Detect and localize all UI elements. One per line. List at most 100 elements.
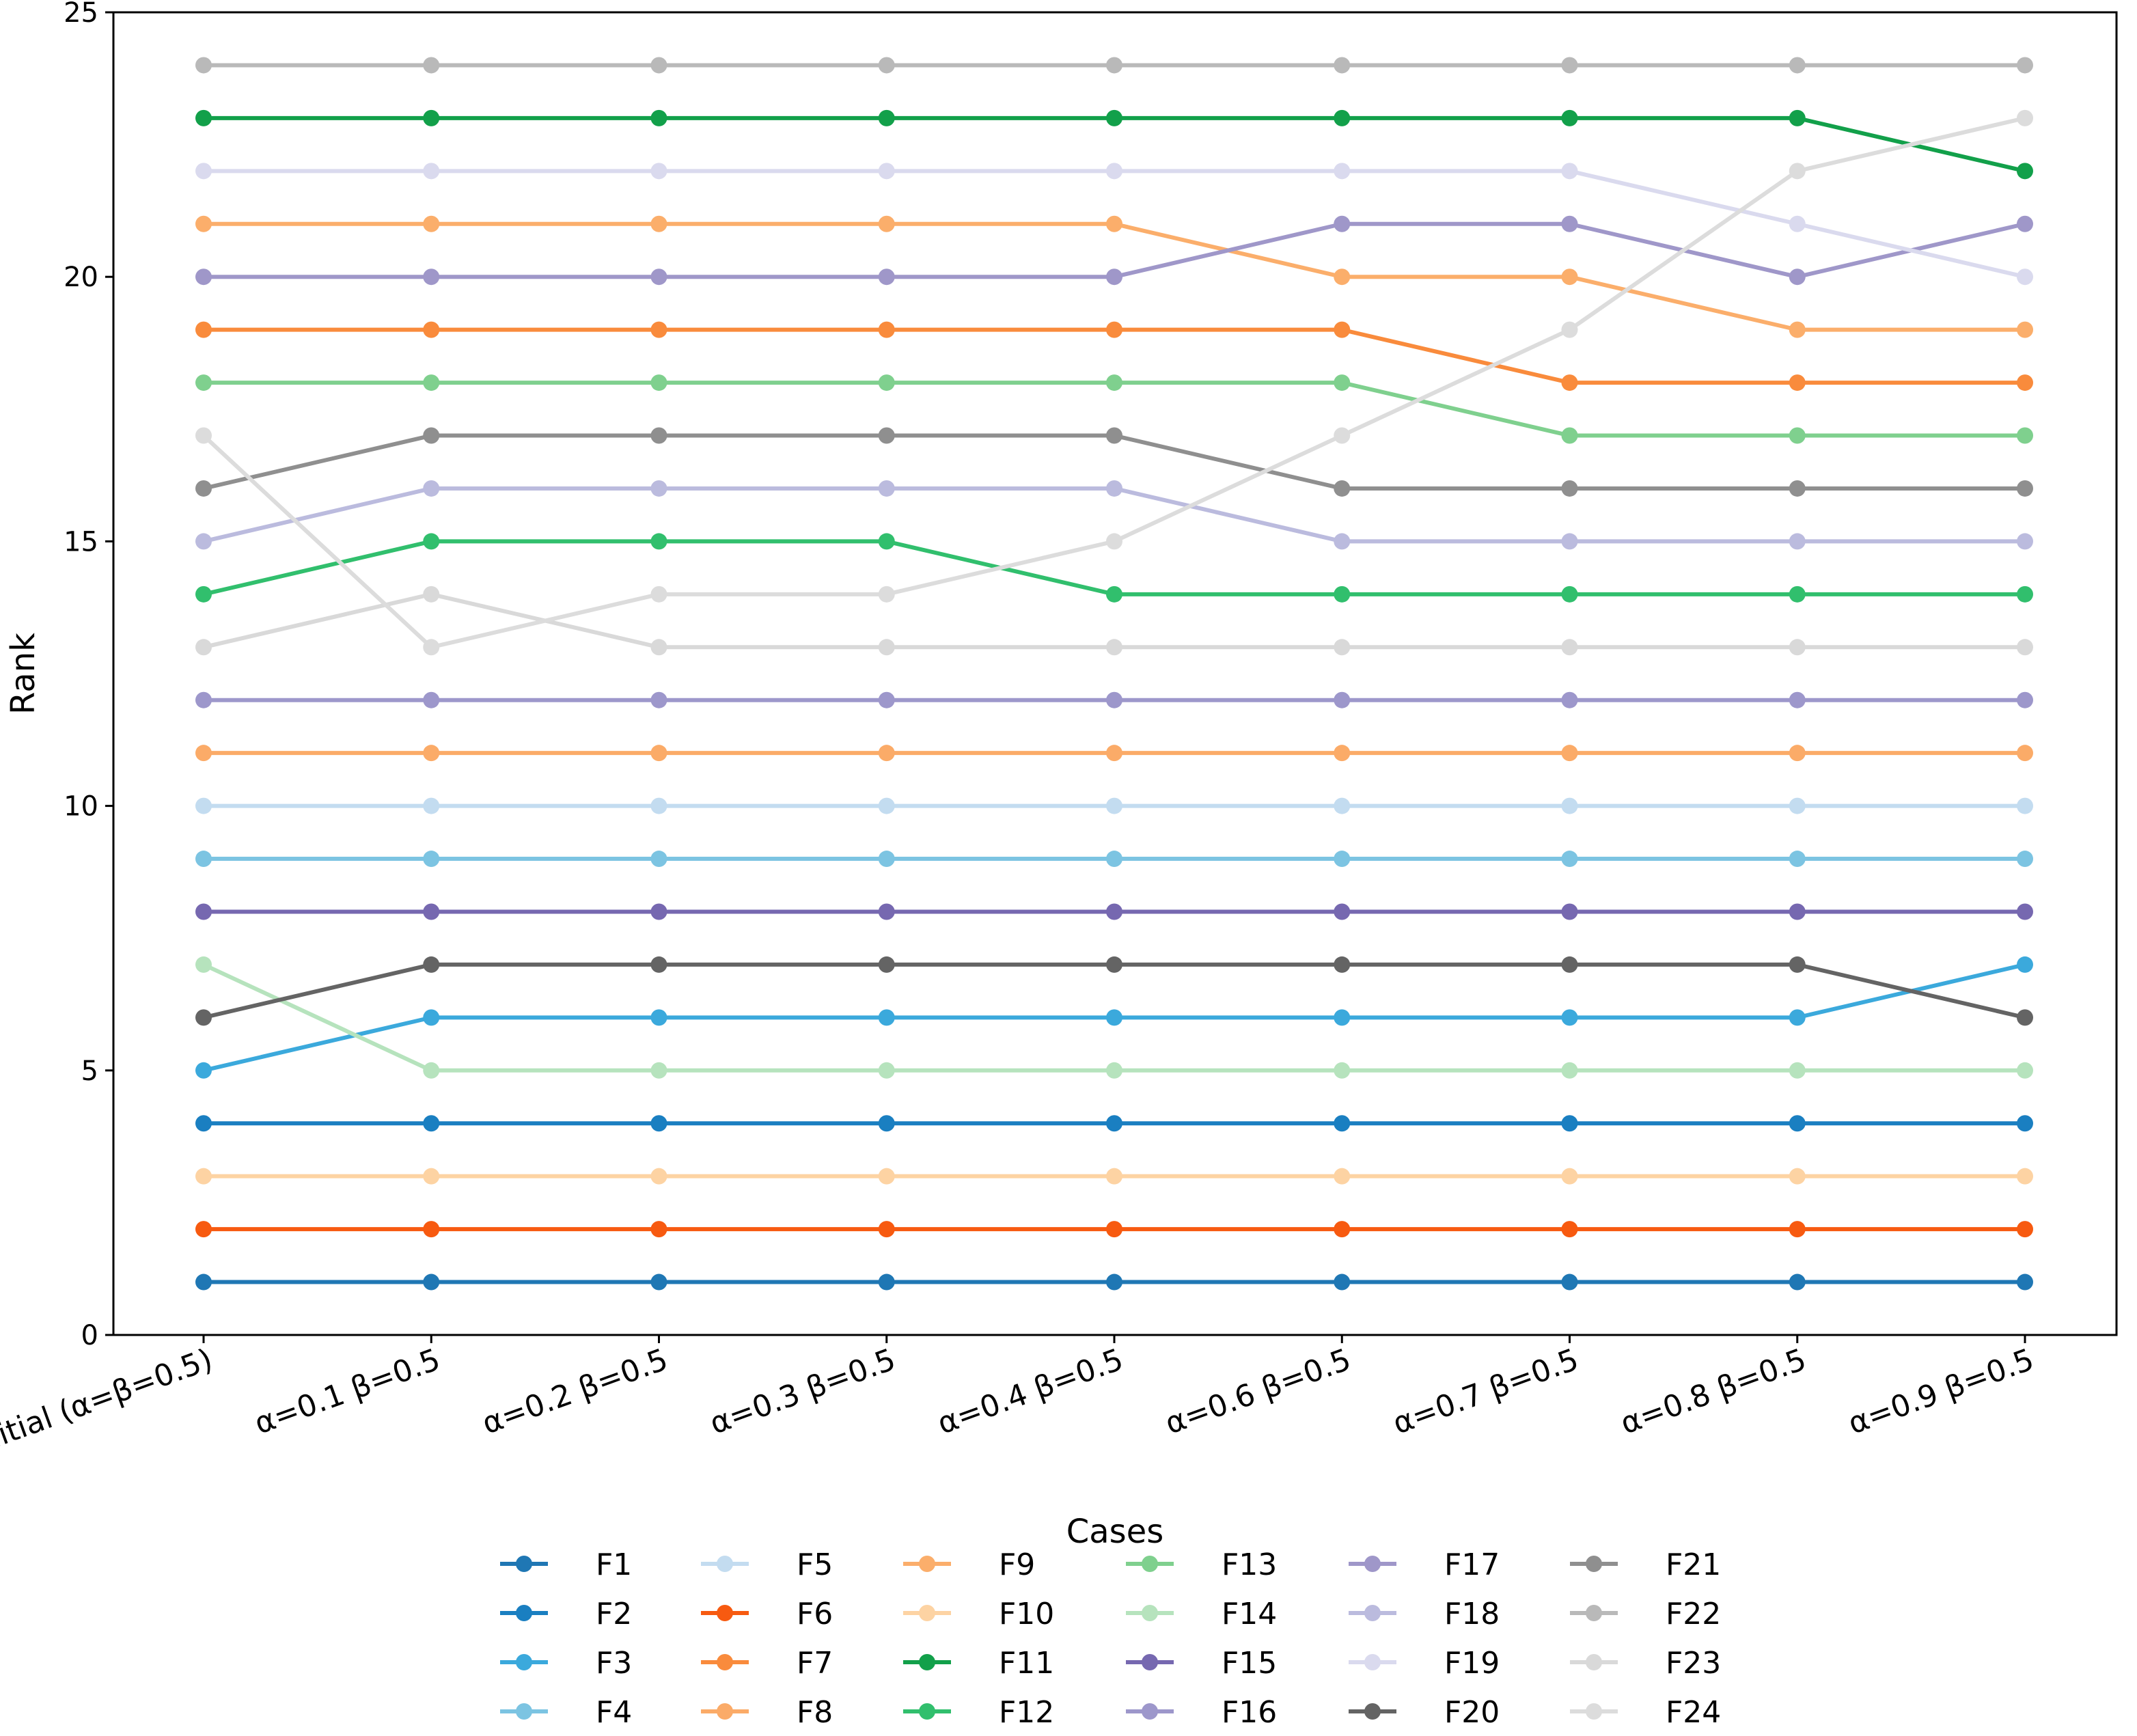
data-point — [2017, 427, 2033, 444]
data-point — [2017, 745, 2033, 762]
data-point — [1789, 1009, 1806, 1026]
data-point — [1561, 1273, 1578, 1291]
legend-swatch-marker — [516, 1605, 532, 1621]
data-point — [2017, 1009, 2033, 1026]
legend-entry: F11 — [903, 1646, 1054, 1681]
data-point — [878, 1273, 895, 1291]
data-point — [2017, 903, 2033, 920]
data-point — [2017, 215, 2033, 232]
legend-swatch-marker — [1364, 1654, 1381, 1670]
series-f4 — [195, 851, 2033, 868]
data-point — [2017, 57, 2033, 74]
data-point — [878, 745, 895, 762]
y-tick-label: 0 — [81, 1320, 98, 1351]
data-point — [1561, 1221, 1578, 1238]
legend-swatch-marker — [717, 1556, 733, 1572]
data-point — [2017, 480, 2033, 497]
series-f13 — [195, 374, 2033, 444]
data-point — [1334, 109, 1351, 126]
data-point — [1334, 585, 1351, 603]
data-point — [1561, 427, 1578, 444]
legend-label: F9 — [999, 1547, 1035, 1582]
data-point — [195, 268, 212, 286]
data-point — [1106, 109, 1122, 126]
data-point — [878, 1221, 895, 1238]
data-point — [2017, 374, 2033, 391]
data-point — [878, 109, 895, 126]
data-point — [423, 1062, 440, 1079]
legend-label: F18 — [1444, 1597, 1500, 1631]
data-point — [1789, 109, 1806, 126]
data-point — [1561, 374, 1578, 391]
series-f10 — [195, 1168, 2033, 1185]
data-point — [2017, 268, 2033, 286]
data-point — [1334, 321, 1351, 338]
data-point — [1334, 533, 1351, 550]
data-point — [878, 1009, 895, 1026]
data-point — [195, 956, 212, 973]
data-point — [1106, 956, 1122, 973]
data-point — [650, 1273, 667, 1291]
legend-label: F19 — [1444, 1646, 1500, 1681]
legend-entry: F9 — [903, 1547, 1035, 1582]
data-point — [1561, 585, 1578, 603]
data-point — [1561, 851, 1578, 868]
legend-swatch-marker — [1364, 1605, 1381, 1621]
data-point — [2017, 109, 2033, 126]
data-point — [195, 427, 212, 444]
data-point — [1106, 215, 1122, 232]
legend-label: F22 — [1666, 1597, 1721, 1631]
data-point — [1106, 691, 1122, 708]
legend-swatch-marker — [919, 1556, 935, 1572]
data-point — [1789, 1168, 1806, 1185]
legend-label: F14 — [1222, 1597, 1277, 1631]
data-point — [1334, 163, 1351, 180]
legend-swatch-marker — [1586, 1654, 1602, 1670]
data-point — [423, 1115, 440, 1132]
data-point — [195, 639, 212, 656]
legend: F1 F2 F3 F4 F5 F6 F7 F8 F9 F10 F11 F12 F13 F14 F15 F16 F… — [500, 1547, 1721, 1730]
data-point — [195, 1115, 212, 1132]
data-point — [650, 1221, 667, 1238]
data-point — [878, 1062, 895, 1079]
data-point — [1789, 1273, 1806, 1291]
data-point — [423, 903, 440, 920]
data-point — [650, 1009, 667, 1026]
legend-label: F4 — [596, 1695, 632, 1730]
legend-label: F2 — [596, 1597, 632, 1631]
data-point — [1334, 1273, 1351, 1291]
data-point — [650, 321, 667, 338]
data-point — [1106, 57, 1122, 74]
series-f19 — [195, 163, 2033, 286]
data-point — [1106, 1273, 1122, 1291]
data-point — [650, 903, 667, 920]
data-point — [423, 57, 440, 74]
legend-label: F17 — [1444, 1547, 1500, 1582]
legend-label: F12 — [999, 1695, 1054, 1730]
data-point — [1789, 533, 1806, 550]
data-point — [423, 215, 440, 232]
data-point — [1106, 480, 1122, 497]
series-f12 — [195, 533, 2033, 603]
series-f11 — [195, 109, 2033, 180]
data-point — [1334, 745, 1351, 762]
data-point — [878, 533, 895, 550]
data-point — [1561, 639, 1578, 656]
legend-entry: F22 — [1570, 1597, 1721, 1631]
data-point — [1106, 163, 1122, 180]
data-point — [650, 480, 667, 497]
legend-label: F8 — [797, 1695, 833, 1730]
legend-swatch-marker — [516, 1654, 532, 1670]
data-point — [878, 268, 895, 286]
legend-entry: F8 — [701, 1695, 833, 1730]
data-point — [1106, 1221, 1122, 1238]
series-f20 — [195, 956, 2033, 1026]
data-point — [878, 851, 895, 868]
series-f1 — [195, 1273, 2033, 1291]
data-point — [423, 480, 440, 497]
data-point — [423, 1168, 440, 1185]
data-point — [878, 903, 895, 920]
data-point — [2017, 1168, 2033, 1185]
data-point — [1789, 268, 1806, 286]
